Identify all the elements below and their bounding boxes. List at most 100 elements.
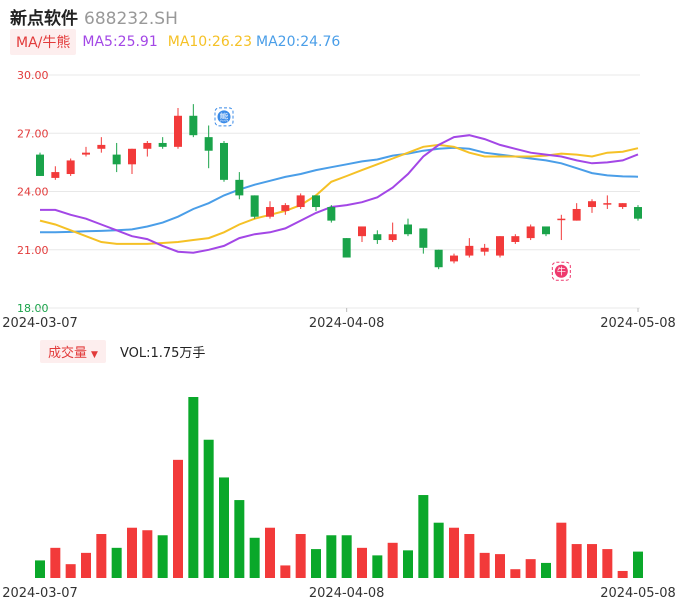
candle-body xyxy=(128,148,136,165)
volume-bar xyxy=(372,555,383,578)
candle-body xyxy=(112,154,121,165)
candle xyxy=(36,152,44,176)
candle-body xyxy=(572,208,581,221)
candle-body xyxy=(204,137,213,151)
volume-bar xyxy=(495,554,505,578)
y-tick-label: 21.00 xyxy=(17,244,49,257)
volume-bar xyxy=(357,547,367,578)
volume-bar xyxy=(157,535,168,578)
dropdown-arrow-icon: ▼ xyxy=(91,349,98,360)
volume-bar xyxy=(326,535,337,578)
volume-bar xyxy=(617,570,628,578)
stock-title: 新点软件 688232.SH xyxy=(10,4,178,29)
candle xyxy=(526,224,535,241)
candle xyxy=(342,238,351,258)
ma10-value: MA10:26.23 xyxy=(167,34,253,50)
volume-bar xyxy=(265,527,275,578)
candle xyxy=(388,222,397,242)
candle-body xyxy=(250,195,259,217)
volume-date-axis: 2024-03-07 2024-04-08 2024-05-08 xyxy=(2,586,676,601)
volume-bar xyxy=(479,552,490,578)
candle-body xyxy=(281,205,290,211)
volume-bar xyxy=(173,459,183,578)
y-tick-label: 18.00 xyxy=(17,302,49,315)
candle xyxy=(128,148,136,175)
stock-code: 688232.SH xyxy=(84,9,178,29)
candle-body xyxy=(51,172,60,178)
volume-bar xyxy=(203,439,214,578)
signal-badges: 熊牛 xyxy=(214,107,571,281)
volume-bar xyxy=(418,495,429,578)
candle xyxy=(588,199,596,213)
candle-body xyxy=(511,236,520,242)
volume-bar xyxy=(571,544,582,578)
candle xyxy=(143,141,152,157)
ma-legend: MA/牛熊 MA5:25.91 MA10:26.23 MA20:24.76 xyxy=(10,29,341,55)
candle-body xyxy=(266,207,274,217)
candle-body xyxy=(588,201,596,208)
candle xyxy=(250,195,259,219)
volume-bar xyxy=(341,535,352,578)
ma5-line xyxy=(40,134,639,254)
ma10-line xyxy=(39,143,639,245)
candle xyxy=(572,203,581,221)
candle xyxy=(634,205,642,221)
candle-body xyxy=(557,218,566,221)
candle xyxy=(557,214,566,241)
candle xyxy=(312,195,320,211)
candle xyxy=(189,104,198,138)
x-tick-label: 2024-04-08 xyxy=(309,316,385,331)
candle xyxy=(220,141,228,182)
candle xyxy=(112,142,121,173)
volume-bar xyxy=(35,560,45,578)
bull-badge: 牛 xyxy=(551,261,571,281)
candle-body xyxy=(388,234,397,241)
candle-body xyxy=(342,238,351,258)
candle xyxy=(465,238,474,258)
candle xyxy=(158,137,167,149)
candle-body xyxy=(296,195,305,208)
candlesticks xyxy=(36,104,642,270)
volume-indicator-dropdown[interactable]: 成交量 ▼ xyxy=(40,339,106,363)
candle-body xyxy=(373,234,382,241)
volume-bar xyxy=(433,522,444,578)
ma-toggle-button[interactable]: MA/牛熊 xyxy=(10,29,77,55)
volume-label: 成交量 xyxy=(48,345,88,361)
volume-bar xyxy=(510,569,521,578)
candle xyxy=(174,108,182,149)
volume-bar xyxy=(188,397,199,578)
candle-body xyxy=(189,115,198,136)
bear-badge-text: 熊 xyxy=(219,111,228,123)
candle-body xyxy=(618,203,627,208)
ma5-value: MA5:25.91 xyxy=(82,34,158,50)
candle xyxy=(419,228,428,254)
candle-body xyxy=(419,228,428,248)
candle-body xyxy=(36,154,44,176)
volume-bar xyxy=(96,534,107,578)
price-date-axis: 2024-03-07 2024-04-08 2024-05-08 xyxy=(2,308,676,331)
candle xyxy=(97,137,106,153)
candle xyxy=(450,253,458,264)
volume-bar xyxy=(633,551,643,578)
bull-badge-text: 牛 xyxy=(557,266,566,278)
candle-body xyxy=(480,247,489,252)
volume-bar xyxy=(311,549,321,578)
candle-body xyxy=(235,179,244,196)
candle-body xyxy=(603,203,612,205)
candle xyxy=(266,201,274,219)
candle-body xyxy=(312,195,320,208)
x-tick-label: 2024-05-08 xyxy=(600,316,676,331)
ma20-value: MA20:24.76 xyxy=(256,34,341,50)
y-tick-label: 24.00 xyxy=(17,186,49,199)
candle xyxy=(358,226,366,242)
volume-bar xyxy=(111,547,122,578)
candle-body xyxy=(220,142,228,180)
candle-body xyxy=(82,152,90,155)
volume-bar xyxy=(403,550,413,578)
y-tick-label: 30.00 xyxy=(17,69,49,82)
candle xyxy=(480,243,489,256)
volume-bar xyxy=(280,565,291,578)
bear-badge-dot xyxy=(217,110,231,124)
y-tick-label: 27.00 xyxy=(17,127,49,140)
